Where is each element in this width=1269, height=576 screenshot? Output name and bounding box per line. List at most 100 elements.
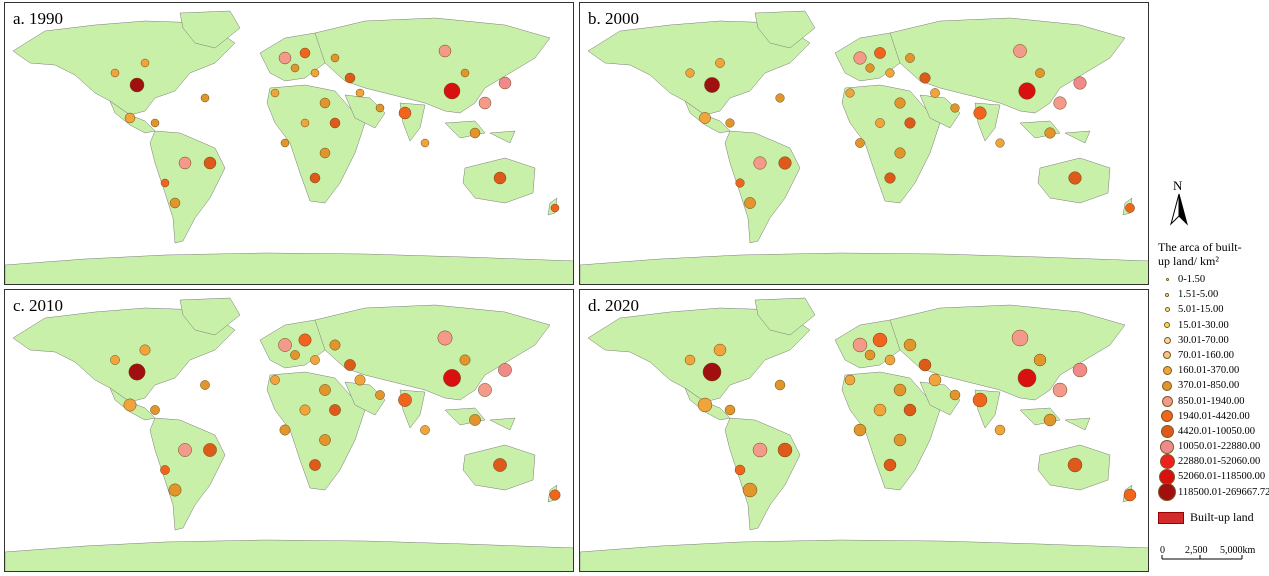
city-builtup-marker — [344, 72, 356, 84]
city-builtup-marker — [1011, 329, 1029, 347]
city-builtup-marker — [469, 414, 481, 426]
landmass-shape — [12, 307, 236, 403]
legend-item-label: 52060.01-118500.00 — [1178, 471, 1266, 483]
city-builtup-marker — [178, 156, 192, 170]
city-builtup-marker — [437, 330, 453, 346]
city-builtup-marker — [894, 147, 906, 159]
city-builtup-marker — [775, 93, 785, 103]
landmass-shape — [314, 304, 551, 401]
landmass-shape — [919, 381, 961, 416]
city-builtup-marker — [319, 434, 331, 446]
panel-title: b. 2000 — [588, 9, 639, 28]
city-builtup-marker — [893, 433, 907, 447]
city-builtup-marker — [973, 106, 987, 120]
legend-item: 850.01-1940.00 — [1158, 394, 1269, 409]
city-builtup-marker — [742, 482, 758, 498]
city-builtup-marker — [725, 118, 735, 128]
legend-dot-icon — [1163, 351, 1171, 360]
city-builtup-marker — [684, 354, 696, 366]
landmass-shape — [580, 539, 1148, 571]
city-builtup-marker — [355, 88, 365, 98]
city-builtup-marker — [893, 383, 907, 397]
legend-item-label: 10050.01-22880.00 — [1178, 441, 1261, 453]
legend-title-line2: up land/ km² — [1158, 254, 1219, 268]
city-builtup-marker — [734, 464, 746, 476]
city-builtup-marker — [874, 47, 886, 59]
legend-item: 160.01-370.00 — [1158, 363, 1269, 378]
city-builtup-marker — [310, 68, 320, 78]
landmass-shape — [344, 381, 386, 416]
city-builtup-marker — [928, 373, 942, 387]
legend-title-line1: The arca of built- — [1158, 240, 1242, 254]
city-builtup-marker — [995, 138, 1005, 148]
city-builtup-marker — [904, 117, 916, 129]
city-builtup-marker — [309, 459, 321, 471]
legend-dot-icon — [1161, 395, 1173, 407]
city-builtup-marker — [1072, 362, 1088, 378]
city-builtup-marker — [1017, 368, 1037, 388]
legend-dot-icon — [1160, 439, 1174, 454]
city-builtup-marker — [278, 338, 292, 352]
city-builtup-marker — [459, 354, 471, 366]
city-builtup-marker — [278, 51, 292, 65]
city-builtup-marker — [344, 359, 356, 371]
city-builtup-marker — [280, 138, 290, 148]
legend-item: 70.01-160.00 — [1158, 348, 1269, 363]
city-builtup-marker — [903, 403, 917, 417]
legend-item-label: 4420.01-10050.00 — [1178, 425, 1255, 437]
legend-dot-icon — [1162, 366, 1172, 376]
legend-item-label: 0-1.50 — [1178, 274, 1206, 285]
city-builtup-marker — [299, 404, 311, 416]
city-builtup-marker — [1052, 382, 1068, 398]
city-builtup-marker — [310, 355, 320, 365]
map-panel-1990: a. 1990 — [4, 2, 574, 285]
city-builtup-marker — [290, 350, 300, 360]
landmass-shape — [12, 20, 236, 116]
city-builtup-marker — [699, 112, 711, 124]
city-builtup-marker — [200, 380, 210, 390]
city-builtup-marker — [697, 397, 713, 413]
city-builtup-marker — [872, 332, 888, 348]
scale-tick-0: 0 — [1160, 545, 1165, 556]
legend-dot-icon — [1159, 454, 1175, 470]
city-builtup-marker — [329, 339, 341, 351]
city-builtup-marker — [752, 442, 768, 458]
legend-item: 118500.01-269667.72 — [1158, 483, 1269, 502]
city-builtup-marker — [270, 375, 280, 385]
city-builtup-marker — [713, 343, 727, 357]
city-builtup-marker — [290, 63, 300, 73]
legend-item: 370.01-850.00 — [1158, 378, 1269, 393]
legend-item: 52060.01-118500.00 — [1158, 468, 1269, 485]
map-panel-2020: d. 2020 — [579, 289, 1149, 572]
city-builtup-marker — [1044, 127, 1056, 139]
city-builtup-marker — [844, 374, 856, 386]
legend-item-label: 5.01-15.00 — [1178, 304, 1224, 316]
city-builtup-marker — [298, 333, 312, 347]
panel-title: a. 1990 — [13, 9, 64, 28]
legend-dot-icon — [1164, 307, 1170, 313]
city-builtup-marker — [110, 68, 120, 78]
panel-title: d. 2020 — [588, 296, 639, 315]
city-builtup-marker — [150, 118, 160, 128]
legend-item-label: 160.01-370.00 — [1178, 365, 1240, 377]
city-builtup-marker — [168, 483, 182, 497]
city-builtup-marker — [203, 156, 217, 170]
builtup-label: Built-up land — [1190, 510, 1254, 524]
city-builtup-marker — [1068, 171, 1082, 185]
legend-item-label: 370.01-850.00 — [1178, 380, 1240, 392]
city-builtup-marker — [1043, 413, 1057, 427]
city-builtup-marker — [853, 51, 867, 65]
city-builtup-marker — [873, 403, 887, 417]
city-builtup-marker — [319, 384, 331, 396]
city-builtup-marker — [498, 76, 512, 90]
scale-bar: 0 2,500 5,000km — [1160, 543, 1260, 563]
legend-dot-icon — [1161, 410, 1173, 423]
city-builtup-marker — [685, 68, 695, 78]
city-builtup-marker — [885, 68, 895, 78]
legend-item: 10050.01-22880.00 — [1158, 439, 1269, 454]
city-builtup-marker — [375, 390, 385, 400]
city-builtup-marker — [1067, 457, 1083, 473]
city-builtup-marker — [864, 349, 876, 361]
city-builtup-marker — [949, 389, 961, 401]
city-builtup-marker — [319, 97, 331, 109]
